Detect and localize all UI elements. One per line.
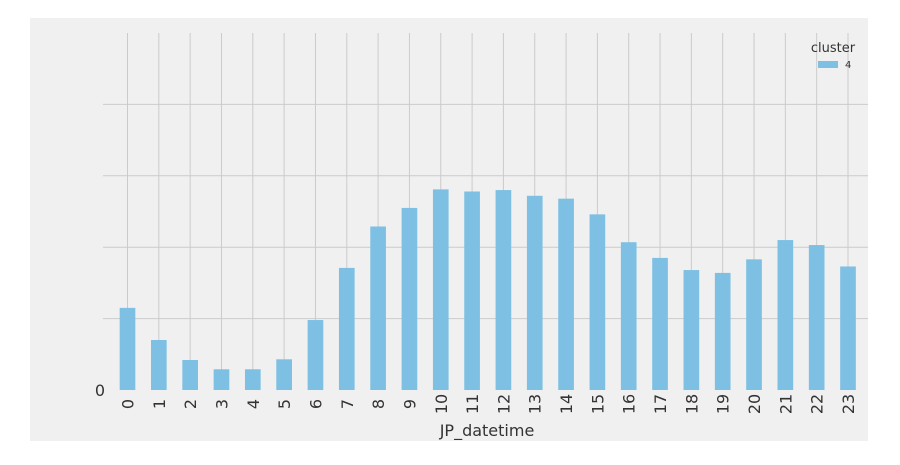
legend-title: cluster <box>811 41 856 56</box>
x-tick-label: 18 <box>682 394 701 414</box>
x-tick-label: 0 <box>119 399 138 409</box>
bar <box>495 190 512 390</box>
bar <box>808 245 825 390</box>
bar <box>464 191 480 390</box>
x-tick-label: 15 <box>588 394 607 414</box>
x-tick-labels: 0 1 2 3 4 5 6 7 8 9 10 11 12 13 14 15 16 17 18 19 20 21 22 23 <box>119 394 859 414</box>
bar <box>213 369 230 390</box>
bar <box>589 214 606 390</box>
x-tick-label: 4 <box>244 399 263 409</box>
bar <box>338 267 355 390</box>
x-axis-label: JP_datetime <box>439 421 535 441</box>
x-tick-label: 14 <box>557 394 576 414</box>
x-tick-label: 6 <box>306 399 325 409</box>
x-tick-label: 17 <box>651 394 670 414</box>
bar <box>119 307 136 390</box>
x-tick-label: 23 <box>839 394 858 414</box>
bar <box>652 257 668 390</box>
y-gridlines <box>103 103 868 320</box>
x-tick-label: 5 <box>275 399 294 409</box>
x-tick-label: 8 <box>369 399 388 409</box>
x-tick-label: 11 <box>463 394 482 414</box>
bar <box>432 189 449 390</box>
bar <box>620 242 637 390</box>
y-tick-label: 0 <box>95 381 105 400</box>
bar <box>746 259 762 390</box>
bar <box>401 207 418 390</box>
bar <box>244 369 261 390</box>
x-tick-label: 19 <box>714 394 733 414</box>
y-tick-labels: 0 <box>95 381 105 400</box>
bar <box>840 266 856 390</box>
bars <box>119 189 856 390</box>
x-tick-label: 21 <box>776 394 795 414</box>
bar <box>370 226 386 390</box>
x-tick-label: 9 <box>400 399 419 409</box>
legend-swatch <box>818 61 838 68</box>
bar <box>777 240 794 390</box>
x-tick-label: 1 <box>150 399 169 409</box>
bar <box>182 360 198 390</box>
bar <box>714 272 731 390</box>
x-tick-label: 7 <box>338 399 357 409</box>
bar <box>307 320 324 390</box>
legend-entry-label: 4 <box>845 60 851 71</box>
x-tick-label: 10 <box>432 394 451 414</box>
x-tick-label: 16 <box>620 394 639 414</box>
bar <box>526 195 543 390</box>
x-tick-label: 12 <box>494 394 513 414</box>
x-tick-label: 2 <box>181 399 200 409</box>
bar <box>683 270 700 390</box>
x-tick-label: 22 <box>808 394 827 414</box>
bar <box>276 359 292 390</box>
x-tick-label: 13 <box>526 394 545 414</box>
x-tick-label: 3 <box>212 399 231 409</box>
legend: cluster 4 <box>811 41 856 71</box>
bar <box>558 198 574 390</box>
x-tick-label: 20 <box>745 394 764 414</box>
bar <box>150 340 167 390</box>
